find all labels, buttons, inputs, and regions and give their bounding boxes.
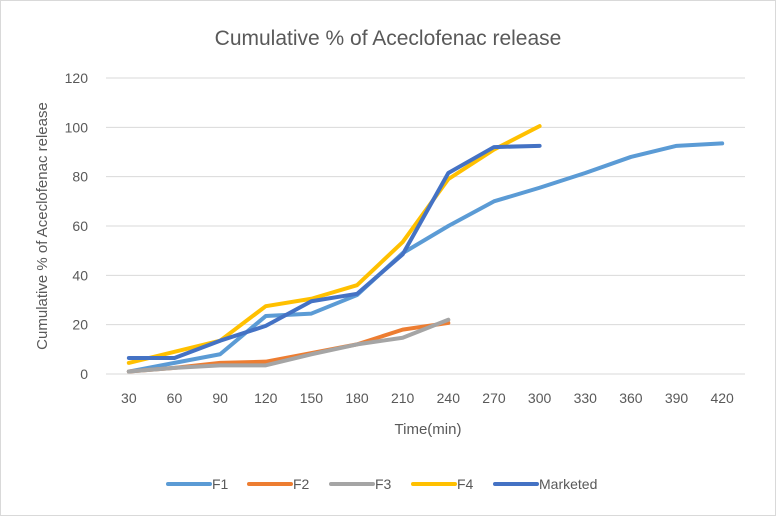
y-tick-label: 40: [72, 267, 88, 283]
legend-label: F2: [293, 476, 310, 492]
legend: F1 F2 F3 F4 Marketed: [166, 476, 597, 492]
series-line-f4: [126, 124, 542, 365]
x-tick-label: 180: [345, 390, 369, 406]
legend-label: Marketed: [539, 476, 597, 492]
x-axis-label: Time(min): [395, 421, 462, 438]
legend-item-marketed: Marketed: [493, 476, 597, 492]
legend-label: F3: [375, 476, 392, 492]
x-tick-label: 360: [619, 390, 643, 406]
series-line-f3: [126, 317, 451, 374]
series-line-f1: [126, 141, 725, 374]
y-axis-label: Cumulative % of Aceclofenac release: [34, 102, 51, 350]
y-tick-label: 120: [65, 70, 89, 86]
legend-item-f2: F2: [247, 476, 310, 492]
y-tick-label: 60: [72, 218, 88, 234]
legend-item-f1: F1: [166, 476, 229, 492]
legend-label: F4: [457, 476, 474, 492]
x-tick-label: 150: [300, 390, 324, 406]
y-tick-label: 20: [72, 317, 88, 333]
x-tick-label: 120: [254, 390, 278, 406]
x-tick-label: 270: [482, 390, 506, 406]
gridlines: [106, 77, 745, 375]
y-tick-label: 80: [72, 169, 88, 185]
x-axis-ticks: 30 60 90 120 150 180 210 240 270 300 330 360 390 420: [121, 390, 734, 406]
x-tick-label: 330: [574, 390, 598, 406]
series-lines: [126, 124, 725, 374]
x-tick-label: 90: [212, 390, 228, 406]
legend-item-f3: F3: [329, 476, 392, 492]
y-tick-label: 100: [65, 119, 89, 135]
x-tick-label: 390: [665, 390, 689, 406]
x-tick-label: 420: [710, 390, 734, 406]
y-axis-ticks: 0 20 40 60 80 100 120: [65, 70, 89, 382]
legend-label: F1: [212, 476, 229, 492]
legend-item-f4: F4: [411, 476, 474, 492]
x-tick-label: 30: [121, 390, 137, 406]
x-tick-label: 60: [167, 390, 183, 406]
series-line-marketed: [126, 143, 542, 360]
chart-title: Cumulative % of Aceclofenac release: [215, 27, 562, 50]
x-tick-label: 210: [391, 390, 415, 406]
y-tick-label: 0: [80, 366, 88, 382]
x-tick-label: 240: [437, 390, 461, 406]
x-tick-label: 300: [528, 390, 552, 406]
